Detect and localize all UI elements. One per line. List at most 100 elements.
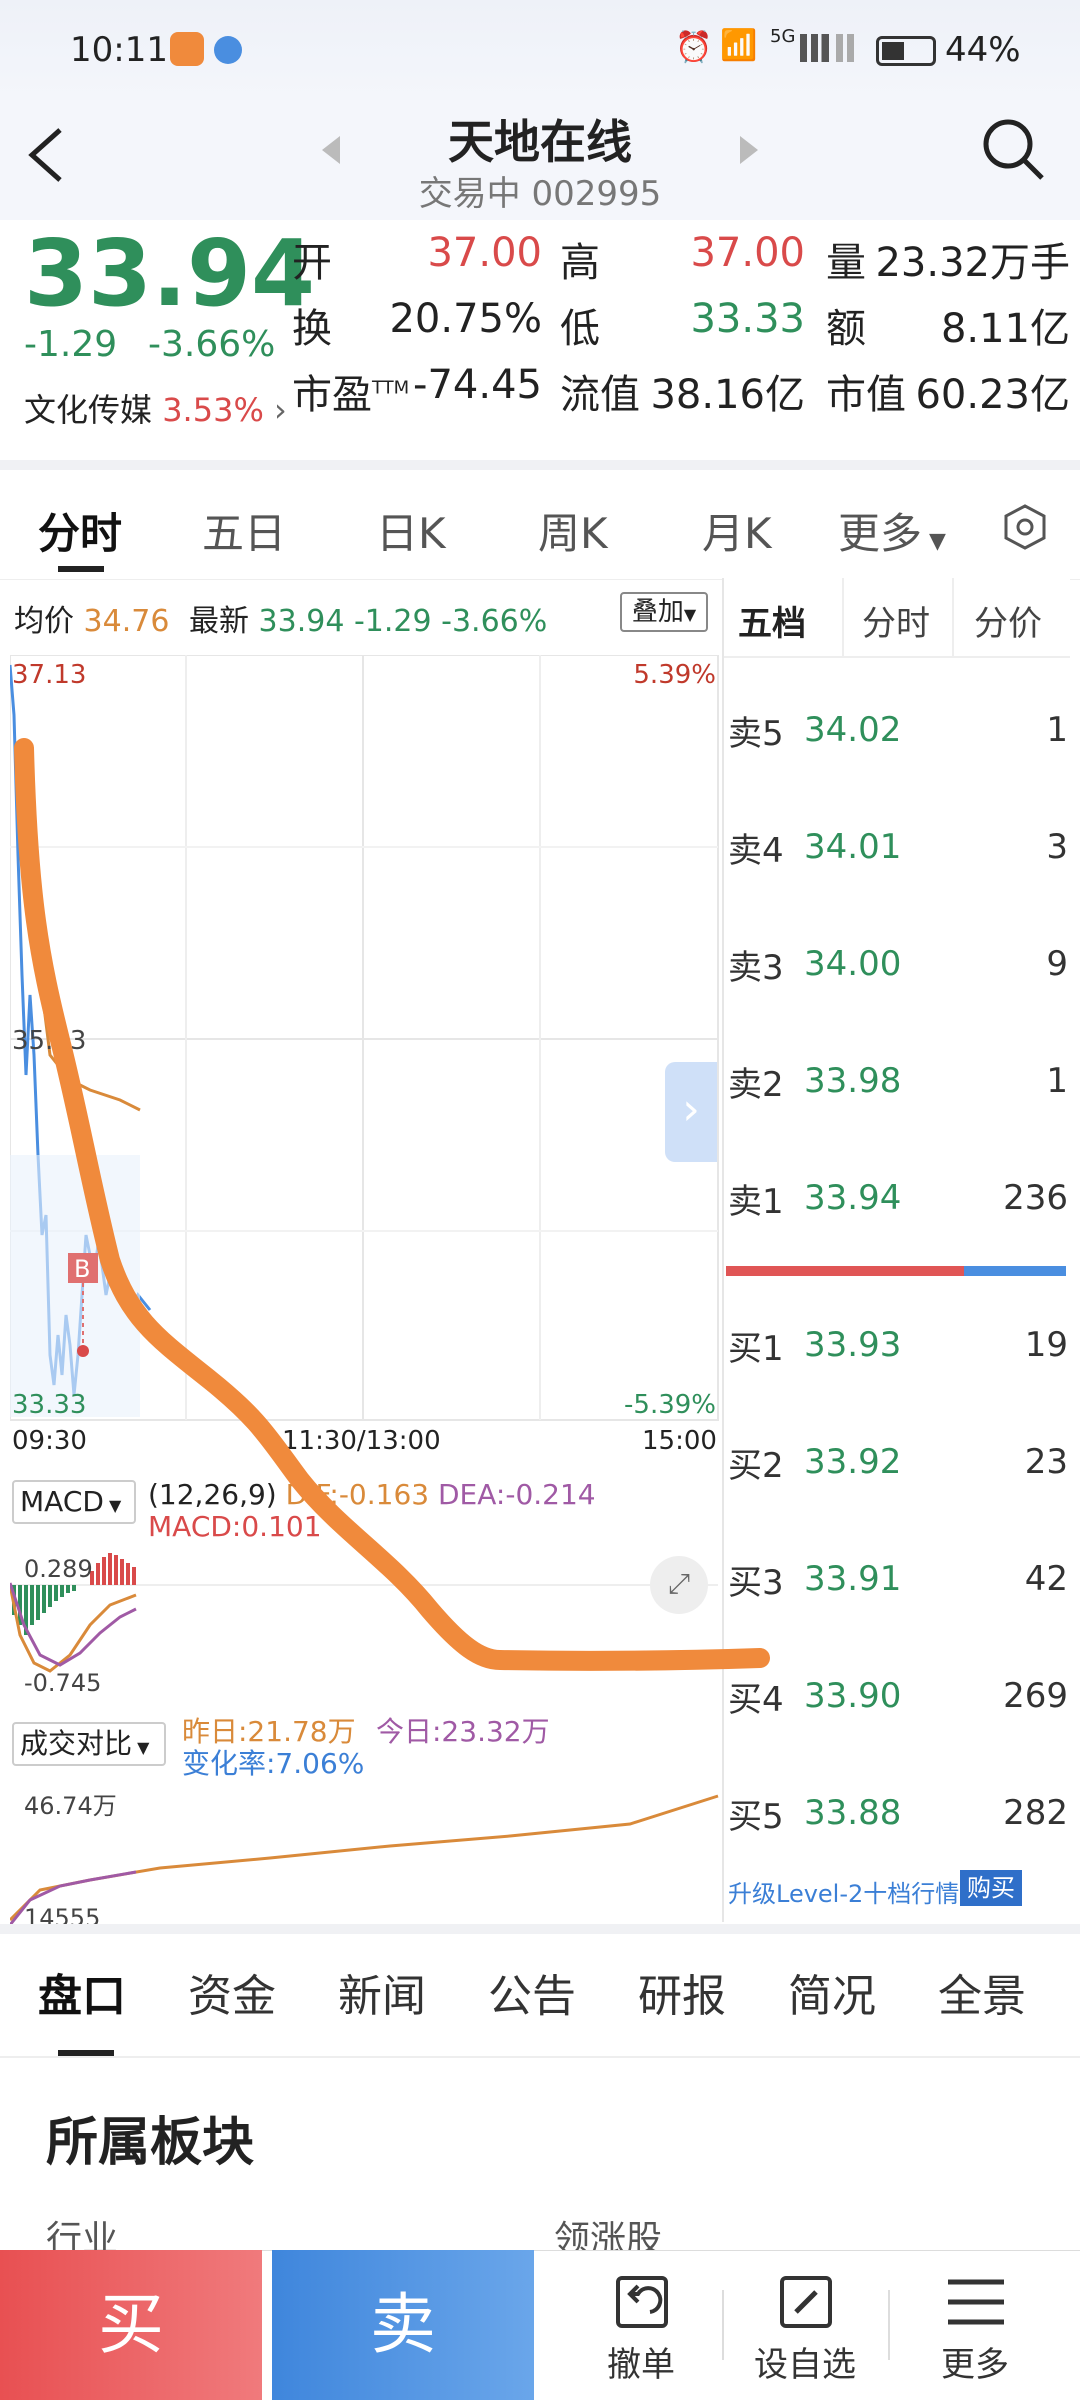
prev-stock-icon[interactable] — [316, 130, 346, 170]
tab-daily-k[interactable]: 日K — [376, 509, 446, 558]
bid-row-1: 买1 33.93 19 — [728, 1325, 1068, 1369]
volume-y-top: 46.74万 — [24, 1792, 117, 1820]
back-icon[interactable] — [20, 120, 70, 190]
level2-upgrade-link[interactable]: 升级Level-2十档行情 — [728, 1880, 960, 1908]
tab-ticks[interactable]: 分时 — [862, 604, 930, 644]
undo-doc-icon — [616, 2276, 668, 2328]
wifi-icon: 📶 — [720, 28, 758, 63]
section-title: 所属板块 — [46, 2113, 255, 2173]
tab-price-volume[interactable]: 分价 — [974, 604, 1042, 644]
app-badge-icon — [170, 32, 204, 66]
ask-row-1: 卖1 33.94 236 — [728, 1178, 1068, 1222]
x-mid-label: 11:30/13:00 — [282, 1426, 441, 1456]
sector-link[interactable]: 文化传媒 3.53% › — [24, 385, 287, 431]
tab-announcements[interactable]: 公告 — [488, 1971, 576, 2022]
price-change: -1.29 — [24, 324, 118, 365]
divider — [888, 2290, 890, 2360]
quote-panel: 33.94 -1.29 -3.66% 文化传媒 3.53% › 开 37.00 高… — [0, 220, 1080, 460]
x-start-label: 09:30 — [12, 1426, 87, 1456]
latest-change: -1.29 — [353, 604, 432, 639]
last-price: 33.94 — [24, 220, 316, 327]
chart-tabs: 分时 五日 日K 周K 月K 更多 ▼ — [0, 470, 1080, 580]
avg-label: 均价 — [14, 604, 74, 639]
divider — [722, 2290, 724, 2360]
latest-pct: -3.66% — [441, 604, 548, 639]
tab-level5[interactable]: 五档 — [738, 604, 806, 644]
tab-news[interactable]: 新闻 — [338, 1971, 426, 2022]
status-bar: 10:11 ⏰ 📶 5G 44% — [0, 0, 1080, 100]
volume-yesterday: 昨日:21.78万 — [182, 1715, 356, 1748]
stock-header: 天地在线 交易中 002995 — [0, 100, 1080, 220]
info-tabs — [0, 1934, 1080, 2058]
y-bottom-label: 33.33 — [12, 1390, 86, 1420]
expand-panel-icon[interactable]: › — [665, 1062, 717, 1162]
buy-level2-button[interactable]: 购买 — [960, 1870, 1022, 1906]
bid-row-5: 买5 33.88 282 — [728, 1793, 1068, 1837]
sell-button[interactable]: 卖 — [272, 2250, 534, 2400]
caret-down-icon: ▼ — [922, 529, 946, 554]
pct-top-label: 5.39% — [633, 660, 716, 690]
buy-marker[interactable] — [68, 1253, 98, 1283]
alarm-icon: ⏰ — [675, 30, 713, 65]
ask-row-4: 卖4 34.01 3 — [728, 827, 1068, 871]
pct-bottom-label: -5.39% — [624, 1390, 716, 1420]
latest-value: 33.94 — [258, 604, 345, 639]
macd-y-bottom: -0.745 — [24, 1669, 101, 1695]
menu-icon — [948, 2279, 1004, 2325]
buy-marker-label: B — [74, 1255, 90, 1283]
app-badge-icon — [214, 36, 242, 64]
price-change-pct: -3.66% — [148, 324, 276, 365]
tab-funds[interactable]: 资金 — [188, 1971, 276, 2022]
tab-5day[interactable]: 五日 — [202, 509, 287, 558]
tab-research[interactable]: 研报 — [638, 1971, 726, 2022]
y-top-label: 37.13 — [12, 660, 86, 690]
battery-icon — [876, 36, 936, 66]
tab-intraday[interactable]: 分时 — [38, 509, 123, 558]
tab-more[interactable]: 更多 ▼ — [838, 509, 946, 558]
tab-weekly-k[interactable]: 周K — [538, 509, 608, 558]
caret-down-icon: ▼ — [683, 605, 697, 624]
stock-title: 天地在线 — [448, 115, 632, 169]
overlay-dropdown[interactable]: 叠加▼ — [620, 592, 708, 632]
chevron-right-icon: › — [274, 391, 287, 429]
ask-row-2: 卖2 33.98 1 — [728, 1061, 1068, 1105]
bid-row-2: 买2 33.92 23 — [728, 1442, 1068, 1486]
tab-handicap[interactable]: 盘口 — [38, 1971, 126, 2022]
tab-underline — [58, 566, 104, 572]
intraday-chart: B 37.13 35.23 33.33 5.39% -5.39% — [10, 655, 719, 1421]
stock-subtitle: 交易中 002995 — [380, 166, 700, 215]
volume-today: 今日:23.32万 — [376, 1715, 550, 1748]
ask-row-5: 卖5 34.02 1 — [728, 710, 1068, 754]
next-stock-icon[interactable] — [734, 130, 764, 170]
tab-monthly-k[interactable]: 月K — [702, 509, 772, 558]
macd-value: MACD:0.101 — [148, 1510, 322, 1543]
macd-y-top: 0.289 — [24, 1555, 93, 1583]
edit-icon — [780, 2276, 832, 2328]
sector-pct: 3.53% — [162, 391, 264, 429]
status-time: 10:11 — [70, 30, 168, 70]
cancel-order-button[interactable]: 撤单 — [566, 2250, 716, 2400]
buy-button[interactable]: 买 — [0, 2250, 262, 2400]
search-icon[interactable] — [978, 114, 1048, 184]
bid-row-4: 买4 33.90 269 — [728, 1676, 1068, 1720]
add-watchlist-button[interactable]: 设自选 — [730, 2250, 880, 2400]
bid-ask-ratio-bar — [726, 1266, 1066, 1276]
more-button[interactable]: 更多 — [900, 2250, 1050, 2400]
fullscreen-icon[interactable]: ⤢ — [650, 1556, 708, 1614]
bid-row-3: 买3 33.91 42 — [728, 1559, 1068, 1603]
volume-compare-chart: 46.74万 14555 — [10, 1792, 719, 1930]
macd-selector[interactable]: MACD ▼ — [12, 1480, 136, 1524]
network-type: 5G — [770, 26, 796, 47]
tab-profile[interactable]: 简况 — [788, 1971, 876, 2022]
volume-change-rate: 变化率:7.06% — [182, 1747, 365, 1780]
ask-row-3: 卖3 34.00 9 — [728, 944, 1068, 988]
settings-hex-icon[interactable] — [1000, 502, 1050, 552]
volume-compare-selector[interactable]: 成交对比 ▼ — [12, 1722, 166, 1766]
latest-label: 最新 — [188, 604, 249, 639]
tab-overview[interactable]: 全景 — [938, 1971, 1026, 2022]
macd-chart: 0.289 -0.745 — [10, 1553, 718, 1695]
caret-down-icon: ▼ — [132, 1738, 150, 1757]
avg-value: 34.76 — [83, 604, 170, 639]
caret-down-icon: ▼ — [103, 1496, 122, 1515]
order-book-tabs: 五档 分时 分价 — [724, 578, 1070, 658]
